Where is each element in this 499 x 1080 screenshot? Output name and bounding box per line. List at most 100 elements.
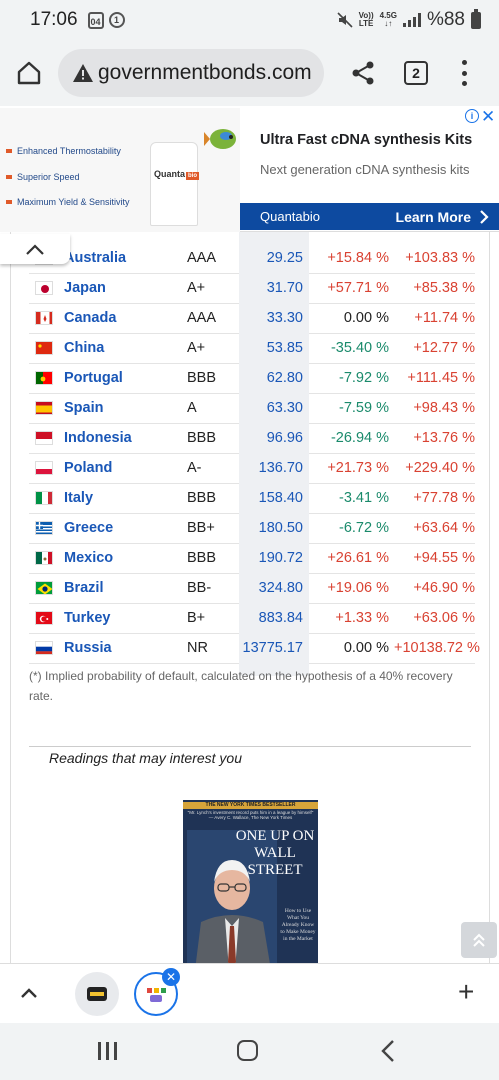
table-row[interactable]: Japan A+ 31.70 +57.71 % +85.38 % xyxy=(29,274,475,304)
country-link[interactable]: Turkey xyxy=(64,610,111,626)
table-row[interactable]: Canada AAA 33.30 0.00 % +11.74 % xyxy=(29,304,475,334)
yield-cell[interactable]: 29.25 xyxy=(239,244,309,274)
table-row[interactable]: Indonesia BBB 96.96 -26.94 % +13.76 % xyxy=(29,424,475,454)
variation-cell: +1.33 % xyxy=(335,610,389,626)
tabs-button[interactable]: 2 xyxy=(404,61,428,85)
country-link[interactable]: Spain xyxy=(64,400,104,416)
ad-cta-bar[interactable]: Quantabio Learn More xyxy=(240,203,499,230)
ad-image[interactable]: Enhanced Thermostability Superior Speed … xyxy=(0,108,240,232)
yield-cell[interactable]: 33.30 xyxy=(239,304,309,334)
status-bar: 17:06 04 1 Vo)) LTE 4.5G ↓↑ %88 xyxy=(0,0,499,40)
variation-cell: +85.38 % xyxy=(413,280,475,296)
country-link[interactable]: Indonesia xyxy=(64,430,132,446)
country-link[interactable]: Japan xyxy=(64,280,106,296)
book-subtitle: How to Use What You Already Know to Make… xyxy=(280,908,316,942)
table-row[interactable]: Russia NR 13775.17 0.00 % +10138.72 % xyxy=(29,634,480,664)
table-row[interactable]: China A+ 53.85 -35.40 % +12.77 % xyxy=(29,334,475,364)
yield-cell[interactable]: 63.30 xyxy=(239,394,309,424)
new-tab-plus-icon[interactable]: + xyxy=(458,976,475,1007)
back-icon[interactable] xyxy=(380,1039,396,1063)
home-nav-icon[interactable] xyxy=(237,1040,258,1061)
table-row[interactable]: Poland A- 136.70 +21.73 % +229.40 % xyxy=(29,454,475,484)
readings-title: Readings that may interest you xyxy=(49,750,242,766)
recent-apps-icon[interactable] xyxy=(98,1042,117,1060)
url-bar[interactable]: governmentbonds.com xyxy=(58,49,324,97)
table-row[interactable]: Brazil BB- 324.80 +19.06 % +46.90 % xyxy=(29,574,475,604)
variation-cell: 0.00 % xyxy=(343,640,389,656)
ad-headline[interactable]: Ultra Fast cDNA synthesis Kits xyxy=(260,132,473,148)
ad-info-icon[interactable]: i xyxy=(465,109,479,123)
yield-cell[interactable]: 180.50 xyxy=(239,514,309,544)
home-icon[interactable] xyxy=(16,60,42,86)
yield-cell[interactable]: 31.70 xyxy=(239,274,309,304)
book-cover[interactable]: THE NEW YORK TIMES BESTSELLER "Mr. Lynch… xyxy=(183,800,318,963)
country-link[interactable]: Poland xyxy=(64,460,113,476)
ad-banner[interactable]: Enhanced Thermostability Superior Speed … xyxy=(0,106,499,232)
country-link[interactable]: Italy xyxy=(64,490,94,506)
variation-cell: +77.78 % xyxy=(413,490,475,506)
book-banner: THE NEW YORK TIMES BESTSELLER xyxy=(183,802,318,809)
rating-cell: AAA xyxy=(187,250,217,266)
more-menu-icon[interactable] xyxy=(457,60,471,86)
ad-feature: Superior Speed xyxy=(6,172,80,182)
scroll-to-top-button[interactable] xyxy=(461,922,497,958)
battery-icon xyxy=(471,8,481,29)
yield-cell[interactable]: 158.40 xyxy=(239,484,309,514)
share-icon[interactable] xyxy=(350,60,376,86)
divider xyxy=(29,746,471,747)
ad-subline[interactable]: Next generation cDNA synthesis kits xyxy=(260,162,470,177)
yield-cell[interactable]: 324.80 xyxy=(239,574,309,604)
author-photo xyxy=(187,830,277,963)
system-nav-bar xyxy=(0,1023,499,1080)
yield-cell[interactable]: 96.96 xyxy=(239,424,309,454)
rating-cell: BBB xyxy=(187,490,217,506)
table-row[interactable]: Portugal BBB 62.80 -7.92 % +111.45 % xyxy=(29,364,475,394)
chevron-right-icon xyxy=(480,209,489,224)
rating-cell: BBB xyxy=(187,430,217,446)
close-icon[interactable]: ✕ xyxy=(162,968,180,986)
bottom-toolbar: ✕ + xyxy=(0,963,499,1023)
variation-cell: -26.94 % xyxy=(330,430,389,446)
variation-cell: +21.73 % xyxy=(327,460,389,476)
table-row[interactable]: Greece BB+ 180.50 -6.72 % +63.64 % xyxy=(29,514,475,544)
table-row[interactable]: Italy BBB 158.40 -3.41 % +77.78 % xyxy=(29,484,475,514)
yield-cell[interactable]: 136.70 xyxy=(239,454,309,484)
yield-cell[interactable]: 62.80 xyxy=(239,364,309,394)
book-title: ONE UP ON WALL STREET xyxy=(235,828,315,878)
country-link[interactable]: China xyxy=(64,340,105,356)
yield-cell[interactable]: 53.85 xyxy=(239,334,309,364)
variation-cell: +26.61 % xyxy=(327,550,389,566)
country-link[interactable]: Portugal xyxy=(64,370,123,386)
country-link[interactable]: Greece xyxy=(64,520,114,536)
country-link[interactable]: Canada xyxy=(64,310,117,326)
battery-percent: %88 xyxy=(426,9,465,30)
wallet-button[interactable] xyxy=(75,972,119,1016)
yield-cell[interactable]: 190.72 xyxy=(239,544,309,574)
country-link[interactable]: Australia xyxy=(64,250,127,266)
rating-cell: A xyxy=(187,400,197,416)
table-row[interactable]: Spain A 63.30 -7.59 % +98.43 % xyxy=(29,394,475,424)
ad-collapse-button[interactable] xyxy=(0,234,70,264)
variation-cell: -35.40 % xyxy=(330,340,389,356)
ad-brand[interactable]: Quantabio xyxy=(260,209,320,224)
table-row[interactable]: Turkey B+ 883.84 +1.33 % +63.06 % xyxy=(29,604,475,634)
country-link[interactable]: Russia xyxy=(64,640,112,656)
variation-cell: +63.64 % xyxy=(413,520,475,536)
yield-cell[interactable]: 13775.17 xyxy=(239,634,309,664)
table-row[interactable]: Australia AAA 29.25 +15.84 % +103.83 % xyxy=(29,244,475,274)
ad-close-icon[interactable]: ✕ xyxy=(481,107,496,126)
signal-icon xyxy=(402,13,421,27)
warning-icon[interactable] xyxy=(72,62,94,84)
country-link[interactable]: Brazil xyxy=(64,580,104,596)
rating-cell: B+ xyxy=(187,610,206,626)
book-quote: "Mr. Lynch's investment record puts him … xyxy=(187,810,314,820)
variation-cell: +12.77 % xyxy=(413,340,475,356)
learn-more-button[interactable]: Learn More xyxy=(396,209,489,225)
variation-cell: +15.84 % xyxy=(327,250,389,266)
table-row[interactable]: Mexico BBB 190.72 +26.61 % +94.55 % xyxy=(29,544,475,574)
variation-cell: +57.71 % xyxy=(327,280,389,296)
yield-cell[interactable]: 883.84 xyxy=(239,604,309,634)
chevron-up-icon[interactable] xyxy=(20,984,38,1002)
url-text[interactable]: governmentbonds.com xyxy=(98,61,312,84)
country-link[interactable]: Mexico xyxy=(64,550,114,566)
